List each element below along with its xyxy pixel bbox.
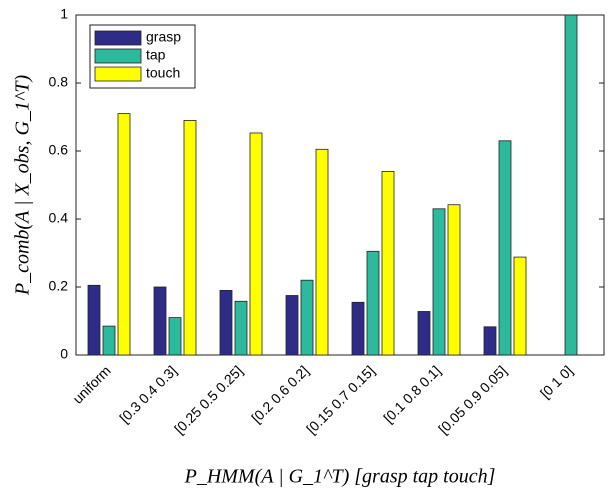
bar <box>234 300 248 356</box>
legend-swatch <box>94 30 142 46</box>
y-axis-label: P_comb(A | X_obs, G_1^T) <box>12 75 34 297</box>
bar <box>219 289 233 356</box>
y-tick-label: 1 <box>60 6 68 22</box>
bar <box>183 120 197 356</box>
y-tick-label: 0.6 <box>49 142 69 158</box>
bar <box>498 140 512 356</box>
legend-label: touch <box>146 65 180 81</box>
x-tick-label: uniform <box>69 362 113 406</box>
legend-swatch <box>94 66 142 82</box>
bar <box>300 279 314 356</box>
y-tick-label: 0 <box>60 346 68 362</box>
bar <box>249 132 263 356</box>
bar <box>102 325 116 356</box>
y-tick-label: 0.4 <box>49 210 69 226</box>
x-tick-label: [0.05 0.9 0.05] <box>435 362 510 437</box>
bar <box>153 286 167 356</box>
bar <box>87 284 101 356</box>
legend-label: grasp <box>146 29 181 45</box>
x-tick-label: [0.1 0.8 0.1] <box>380 362 444 426</box>
x-tick-label: [0.3 0.4 0.3] <box>116 362 180 426</box>
bar <box>447 204 461 356</box>
x-tick-label: [0.25 0.5 0.25] <box>171 362 246 437</box>
x-tick-label: [0.2 0.6 0.2] <box>248 362 312 426</box>
bar <box>117 113 131 356</box>
x-tick-label: [0.15 0.7 0.15] <box>303 362 378 437</box>
bar <box>285 295 299 356</box>
bar <box>483 326 497 356</box>
bar <box>351 301 365 356</box>
legend-label: tap <box>146 47 166 63</box>
y-tick-label: 0.8 <box>49 74 69 90</box>
y-tick-label: 0.2 <box>49 278 69 294</box>
bar <box>381 170 395 356</box>
bar <box>417 311 431 356</box>
bar <box>366 250 380 356</box>
bar <box>564 14 578 356</box>
x-tick-label: [0 1 0] <box>537 362 576 401</box>
bar <box>513 256 527 356</box>
bar <box>315 148 329 356</box>
legend-swatch <box>94 48 142 64</box>
bar <box>432 208 446 356</box>
bar <box>168 317 182 356</box>
x-axis-label: P_HMM(A | G_1^T) [grasp tap touch] <box>184 466 496 488</box>
